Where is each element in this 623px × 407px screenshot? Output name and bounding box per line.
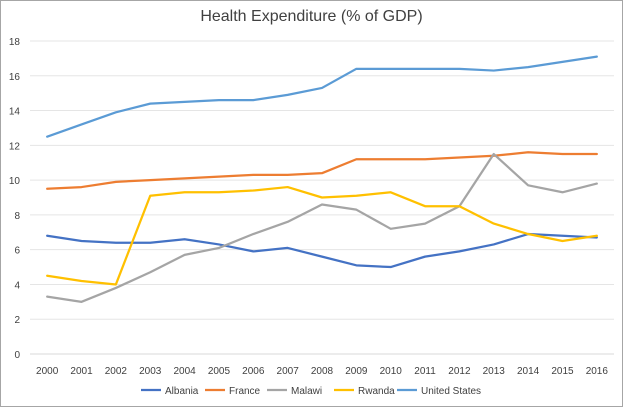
- y-tick-label: 0: [14, 350, 20, 361]
- legend-label: United States: [421, 386, 481, 397]
- legend-label: France: [229, 386, 261, 397]
- series-line-france: [46, 151, 598, 190]
- series-line-malawi: [46, 152, 598, 303]
- chart-title: Health Expenditure (% of GDP): [200, 8, 423, 25]
- x-tick-label: 2011: [414, 366, 436, 377]
- series-line-united-states: [46, 55, 598, 138]
- y-tick-label: 8: [14, 211, 20, 222]
- legend-label: Malawi: [291, 386, 322, 397]
- x-tick-label: 2001: [70, 366, 93, 377]
- x-tick-label: 2002: [105, 366, 128, 377]
- y-tick-label: 10: [9, 176, 21, 187]
- series-lines: [46, 55, 598, 303]
- y-tick-label: 14: [9, 107, 21, 118]
- x-axis-ticks: 2000 2001 2002 2003 2004 2005 2006 2007 2008 2009…: [36, 366, 608, 377]
- y-tick-label: 4: [14, 280, 20, 291]
- x-tick-label: 2008: [311, 366, 334, 377]
- x-tick-label: 2014: [517, 366, 540, 377]
- series-line-albania: [46, 232, 598, 269]
- legend: Albania France Malawi Rwanda United States: [141, 386, 481, 397]
- legend-label: Albania: [165, 386, 199, 397]
- x-tick-label: 2009: [345, 366, 368, 377]
- legend-label: Rwanda: [358, 386, 395, 397]
- y-tick-label: 2: [14, 315, 20, 326]
- series-line-rwanda: [46, 185, 598, 286]
- x-tick-label: 2004: [173, 366, 196, 377]
- y-tick-label: 6: [14, 246, 20, 257]
- x-tick-label: 2013: [483, 366, 506, 377]
- x-tick-label: 2005: [208, 366, 231, 377]
- x-tick-label: 2000: [36, 366, 59, 377]
- y-axis-ticks: 0 2 4 6 8 10 12 14 16 18: [9, 37, 21, 361]
- x-tick-label: 2003: [139, 366, 162, 377]
- x-tick-label: 2007: [277, 366, 300, 377]
- x-tick-label: 2016: [586, 366, 609, 377]
- y-tick-label: 16: [9, 72, 21, 83]
- x-tick-label: 2012: [448, 366, 471, 377]
- x-tick-label: 2015: [551, 366, 574, 377]
- y-tick-label: 12: [9, 141, 21, 152]
- x-tick-label: 2006: [242, 366, 265, 377]
- x-tick-label: 2010: [380, 366, 403, 377]
- y-tick-label: 18: [9, 37, 21, 48]
